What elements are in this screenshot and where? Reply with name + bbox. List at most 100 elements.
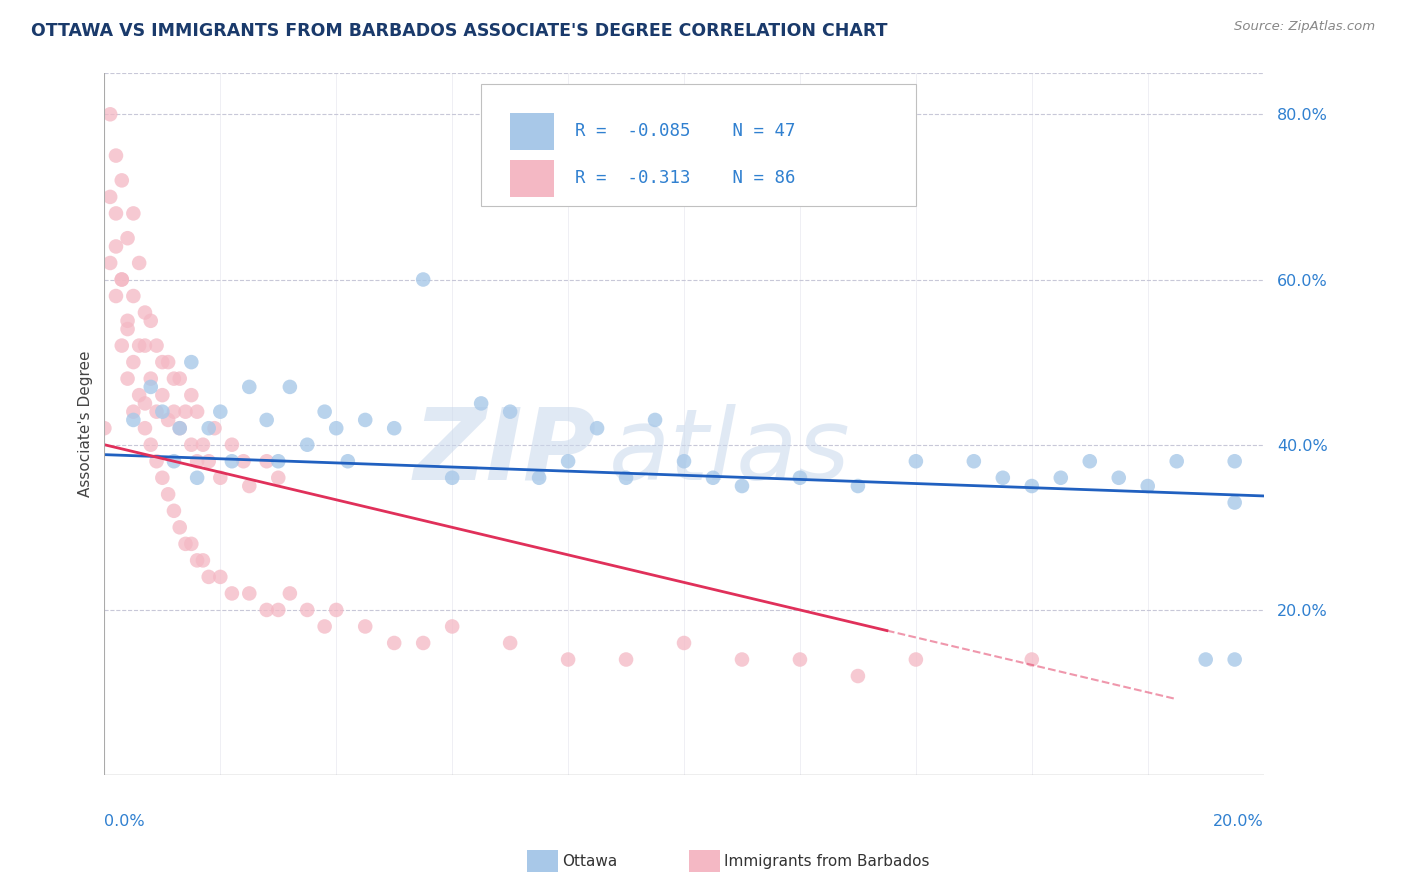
Point [180,438,202,452]
Point [789,652,811,666]
Point [278,380,301,394]
Point [1166,454,1188,468]
Point [174,405,197,419]
Point [527,471,550,485]
Point [499,405,522,419]
Point [963,454,986,468]
Point [122,289,145,303]
Point [278,586,301,600]
Point [731,652,754,666]
Point [325,603,347,617]
Point [557,652,579,666]
Point [122,405,145,419]
Point [256,603,278,617]
Point [267,454,290,468]
Point [382,636,405,650]
Point [991,471,1014,485]
Point [98,107,121,121]
Point [238,586,260,600]
Point [197,570,219,584]
Point [169,421,191,435]
Point [267,471,290,485]
Point [122,413,145,427]
Point [111,272,134,286]
Point [221,454,243,468]
Point [441,619,464,633]
Text: R =  -0.313    N = 86: R = -0.313 N = 86 [575,169,796,187]
Point [204,421,226,435]
Point [104,289,127,303]
Point [139,380,162,394]
Point [150,355,173,369]
Point [180,388,202,402]
Point [1049,471,1071,485]
Point [1021,479,1043,493]
Point [197,454,219,468]
Point [1021,652,1043,666]
Point [128,388,150,402]
Point [145,454,167,468]
Point [111,272,134,286]
Point [256,454,278,468]
Point [180,355,202,369]
Point [169,520,191,534]
Point [186,553,208,567]
Text: R =  -0.085    N = 47: R = -0.085 N = 47 [575,122,796,140]
Text: Ottawa: Ottawa [562,854,617,869]
Point [139,314,162,328]
Point [673,636,696,650]
Bar [510,160,554,196]
Text: Source: ZipAtlas.com: Source: ZipAtlas.com [1234,20,1375,33]
Text: Immigrants from Barbados: Immigrants from Barbados [724,854,929,869]
Point [180,537,202,551]
Point [470,396,492,410]
Point [314,405,336,419]
Point [731,479,754,493]
Y-axis label: Associate's Degree: Associate's Degree [79,351,93,498]
FancyBboxPatch shape [481,84,915,206]
Point [163,454,186,468]
Point [267,603,290,617]
Point [1108,471,1130,485]
Point [499,636,522,650]
Point [169,371,191,385]
Point [163,504,186,518]
Point [846,669,869,683]
Point [789,471,811,485]
Point [325,421,347,435]
Point [128,256,150,270]
Point [644,413,666,427]
Point [1136,479,1159,493]
Point [1195,652,1218,666]
Point [557,454,579,468]
Point [441,471,464,485]
Point [412,272,434,286]
Point [412,636,434,650]
Point [354,619,377,633]
Point [117,314,139,328]
Point [1223,454,1246,468]
Point [145,338,167,352]
Point [134,305,156,319]
Point [191,438,214,452]
Text: 0.0%: 0.0% [104,814,145,829]
Point [145,405,167,419]
Point [134,396,156,410]
Point [150,388,173,402]
Point [98,190,121,204]
Point [297,603,319,617]
Point [134,421,156,435]
Point [139,438,162,452]
Point [1078,454,1101,468]
Point [297,438,319,452]
Point [139,371,162,385]
Point [1223,652,1246,666]
Text: OTTAWA VS IMMIGRANTS FROM BARBADOS ASSOCIATE'S DEGREE CORRELATION CHART: OTTAWA VS IMMIGRANTS FROM BARBADOS ASSOC… [31,22,887,40]
Point [104,239,127,253]
Point [157,413,180,427]
Point [209,471,232,485]
Point [117,322,139,336]
Point [134,338,156,352]
Point [904,652,927,666]
Point [157,487,180,501]
